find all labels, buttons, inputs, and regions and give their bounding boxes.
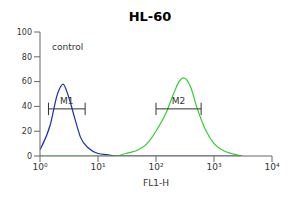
svg-text:100: 100 [17,28,32,37]
html-text:HL-60: HL-60 [128,9,172,24]
svg-text:10³: 10³ [206,162,221,172]
svg-text:60: 60 [22,77,32,86]
svg-text:10¹: 10¹ [90,162,105,172]
html-text:control: control [52,42,84,52]
svg-text:FL1-H: FL1-H [143,178,169,188]
svg-text:40: 40 [22,102,32,111]
svg-text:80: 80 [22,53,32,62]
svg-text:10⁰: 10⁰ [32,162,47,172]
svg-text:M1: M1 [60,96,74,106]
svg-text:10⁴: 10⁴ [264,162,279,172]
svg-text:0: 0 [27,152,32,161]
svg-text:20: 20 [22,127,32,136]
svg-text:10²: 10² [148,162,163,172]
svg-text:M2: M2 [172,96,186,106]
